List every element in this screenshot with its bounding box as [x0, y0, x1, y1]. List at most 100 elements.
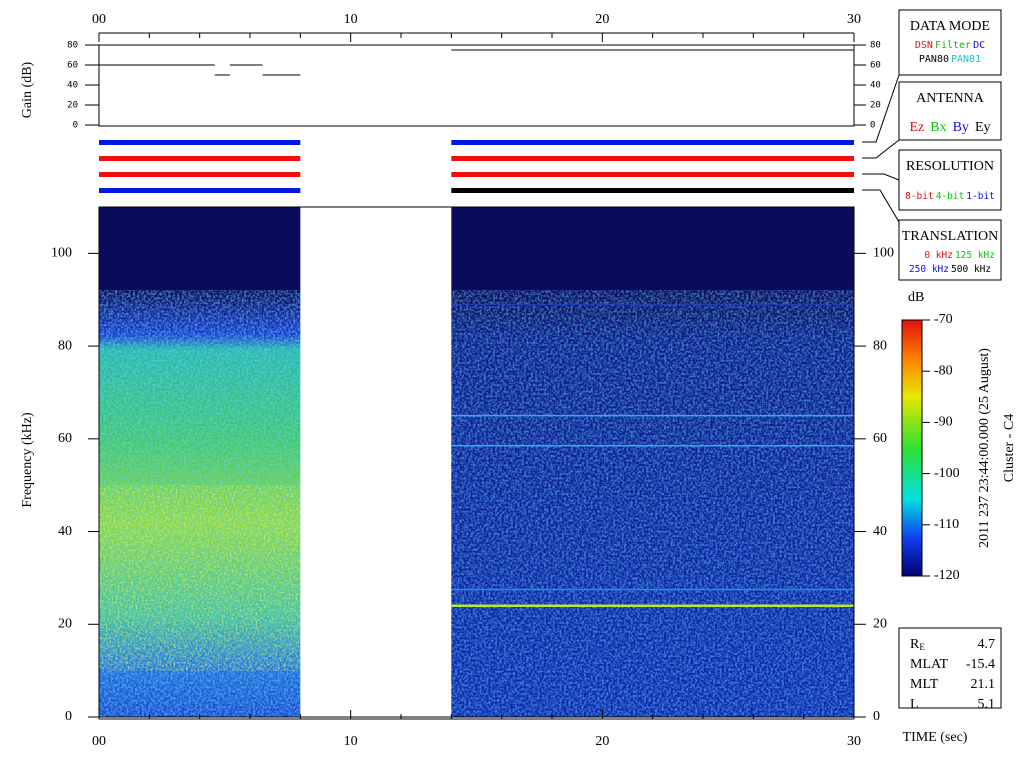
info-label-text: MLAT: [910, 657, 949, 672]
panel-item: Filter: [935, 40, 971, 51]
mode-bar: [451, 172, 854, 177]
y-axis-label: Frequency (kHz): [20, 412, 35, 508]
panel-title: RESOLUTION: [906, 159, 994, 174]
x-tick-label: 00: [92, 12, 106, 27]
info-box: [898, 627, 1002, 709]
info-value: -15.4: [966, 657, 995, 672]
gain-tick-label: 40: [870, 81, 881, 91]
panel-line: 8-bit 4-bit 1-bit: [905, 191, 995, 202]
info-label: RE: [910, 637, 925, 652]
colorbar: [901, 319, 923, 577]
x-tick-label: 30: [847, 734, 861, 749]
gain-tick-label: 20: [67, 101, 78, 111]
panel-item: DC: [973, 40, 985, 51]
info-label-sub: E: [919, 642, 925, 652]
panel-box: [898, 9, 1002, 76]
x-tick-label: 00: [92, 734, 106, 749]
gain-tick-label: 40: [67, 81, 78, 91]
mode-bar: [99, 140, 301, 145]
y-tick-label: 80: [873, 338, 887, 353]
info-label-text: R: [910, 637, 920, 652]
info-value: 21.1: [971, 677, 996, 692]
x-axis-label: TIME (sec): [903, 730, 968, 745]
panel-item: DSN: [915, 40, 933, 51]
colorbar-label: dB: [908, 290, 924, 305]
panel-item: 8-bit: [905, 191, 934, 202]
gain-tick-label: 0: [73, 121, 78, 131]
connector: [862, 189, 900, 223]
y-tick-label: 20: [873, 616, 887, 631]
mode-bar: [99, 172, 301, 177]
y-tick-label: 40: [58, 524, 72, 539]
info-label: MLT: [910, 677, 939, 692]
y-tick-label: 80: [58, 338, 72, 353]
spacecraft: Cluster - C4: [1002, 414, 1017, 482]
frame: [98, 206, 855, 718]
y-tick-label: 0: [65, 709, 72, 724]
x-tick-label: 10: [344, 12, 358, 27]
info-value: 4.7: [978, 637, 996, 652]
side-panels: [862, 9, 1002, 709]
panel-item: 500 kHz: [951, 264, 991, 275]
panel-item: 125 kHz: [955, 250, 995, 261]
panel-title: DATA MODE: [910, 19, 990, 34]
gain-tick-label: 20: [870, 101, 881, 111]
connector: [862, 74, 900, 143]
connector: [862, 139, 900, 159]
panel-item: 0 kHz: [924, 250, 953, 261]
spectrogram-noise: [451, 290, 854, 717]
x-tick-label: 10: [344, 734, 358, 749]
y-tick-label: 0: [873, 709, 880, 724]
connector: [862, 173, 900, 181]
panel-box: [898, 219, 1002, 281]
colorbar-tick-label: -80: [934, 363, 953, 378]
panel-box: [898, 81, 1002, 141]
info-label: L: [910, 697, 919, 712]
panel-line: 0 kHz 125 kHz: [924, 250, 995, 261]
panel-line: 250 kHz 500 kHz: [909, 264, 991, 275]
y-tick-label: 100: [873, 246, 894, 261]
panel-item: Ey: [975, 120, 991, 135]
info-value: 5.1: [978, 697, 996, 712]
colorbar-tick-label: -70: [934, 312, 953, 327]
colorbar-tick-label: -110: [934, 517, 959, 532]
panel-title: ANTENNA: [916, 91, 985, 106]
x-tick-label: 30: [847, 12, 861, 27]
panel-line: PAN80 PAN81: [919, 54, 981, 65]
mode-bar: [451, 140, 854, 145]
gain-tick-label: 80: [870, 41, 881, 51]
y-tick-label: 100: [51, 246, 72, 261]
info-label-text: MLT: [910, 677, 939, 692]
timestamp: 2011 237 23:44:00.000 (25 August): [977, 348, 992, 548]
y-tick-label: 20: [58, 616, 72, 631]
gain-frame: [98, 44, 855, 127]
panel-item: 4-bit: [936, 191, 965, 202]
panel-line: Ez Bx By Ey: [909, 120, 990, 135]
mode-bar: [99, 156, 301, 161]
y-tick-label: 40: [873, 524, 887, 539]
info-label: MLAT: [910, 657, 949, 672]
info-label-text: L: [910, 697, 919, 712]
mode-bar: [451, 156, 854, 161]
colorbar-tick-label: -90: [934, 415, 953, 430]
gain-tick-label: 60: [67, 61, 78, 71]
gain-axis-label: Gain (dB): [20, 61, 35, 118]
y-tick-label: 60: [58, 431, 72, 446]
gain-tick-label: 80: [67, 41, 78, 51]
panel-item: Ez: [909, 120, 924, 135]
x-tick-label: 20: [595, 734, 609, 749]
y-tick-label: 60: [873, 431, 887, 446]
panel-item: PAN81: [951, 54, 981, 65]
panel-item: PAN80: [919, 54, 949, 65]
mode-bar: [451, 188, 854, 193]
spectrogram-noise: [99, 485, 301, 671]
panel-title: TRANSLATION: [902, 229, 998, 244]
colorbar-tick-label: -120: [934, 568, 960, 583]
gain-tick-label: 60: [870, 61, 881, 71]
panel-line: DSN Filter DC: [915, 40, 985, 51]
gain-tick-label: 0: [870, 121, 875, 131]
colorbar-tick-label: -100: [934, 466, 960, 481]
mode-bar: [99, 188, 301, 193]
panel-item: By: [953, 120, 969, 135]
